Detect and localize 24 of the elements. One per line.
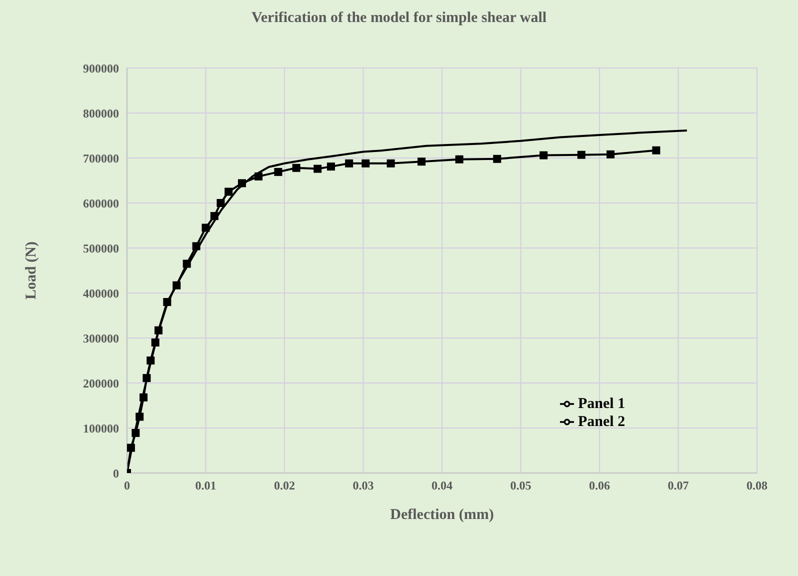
legend-label: Panel 1	[578, 396, 626, 412]
x-tick-label: 0.06	[589, 478, 610, 493]
y-tick-label: 800000	[83, 106, 119, 120]
y-tick-label: 100000	[83, 421, 119, 436]
x-tick-label: 0.08	[746, 478, 768, 493]
y-tick-label: 600000	[83, 196, 119, 210]
y-axis-title: Load (N)	[23, 242, 40, 300]
x-axis-title: Deflection (mm)	[390, 507, 494, 523]
y-tick-label: 300000	[83, 331, 119, 346]
x-tick-label: 0.02	[274, 478, 295, 493]
x-tick-label: 0.07	[668, 478, 689, 493]
x-tick-label: 0.01	[195, 478, 216, 493]
y-tick-label: 200000	[83, 376, 119, 390]
x-tick-label: 0.04	[432, 478, 452, 493]
x-tick-label: 0.05	[510, 478, 532, 493]
y-tick-label: 500000	[83, 241, 119, 256]
y-tick-label: 0	[113, 466, 119, 480]
x-tick-label: 0.03	[352, 478, 374, 493]
y-tick-label: 900000	[83, 61, 119, 76]
y-tick-label: 400000	[83, 286, 119, 300]
x-tick-label: 0	[124, 478, 130, 493]
y-tick-label: 700000	[83, 151, 119, 166]
legend-label: Panel 2	[578, 414, 626, 430]
chart-title: Verification of the model for simple shear wall	[250, 10, 548, 27]
